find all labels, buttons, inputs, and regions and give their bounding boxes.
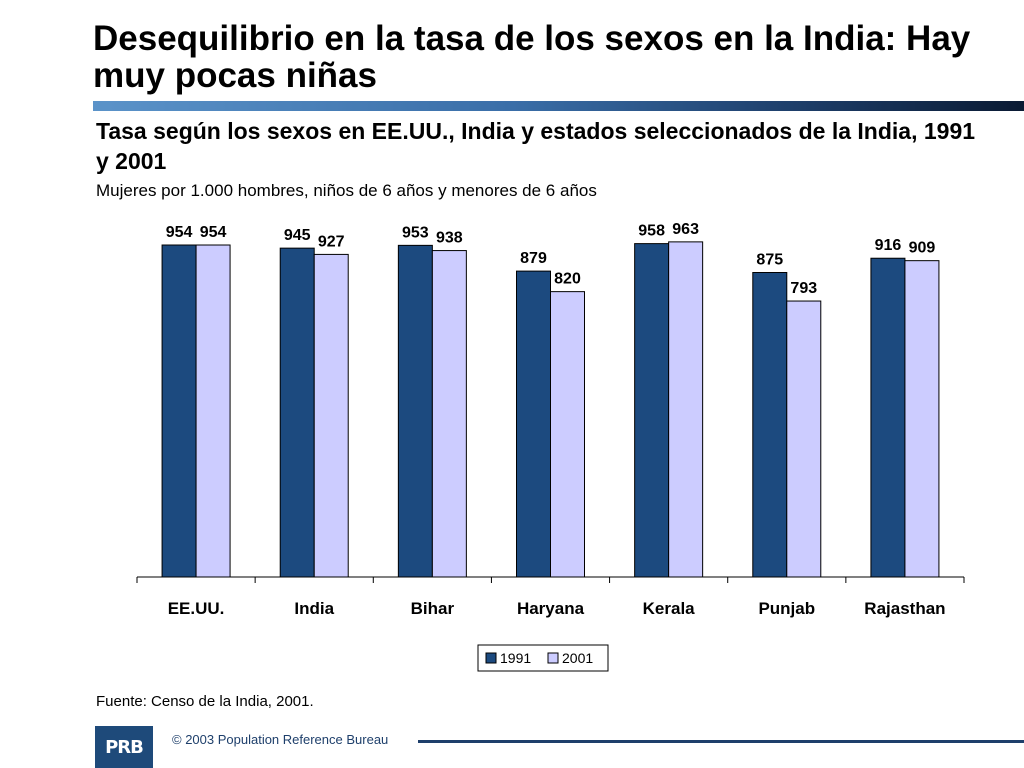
data-label: 954	[166, 224, 193, 241]
legend-label: 1991	[500, 650, 531, 666]
footer-divider	[418, 740, 1024, 743]
bar-1991	[279, 247, 315, 578]
data-label: 963	[672, 221, 699, 238]
data-label: 953	[402, 224, 429, 241]
bar-chart: 954 954 EE.UU. 945 927 India 953 938 Bihar 879 820…	[136, 221, 965, 672]
data-label: 916	[875, 237, 902, 254]
legend-swatch	[485, 652, 497, 664]
data-label: 945	[284, 227, 311, 244]
bar-2001	[668, 241, 704, 578]
legend-swatch	[547, 652, 559, 664]
bar-2001	[550, 291, 585, 578]
title-divider	[93, 101, 1024, 111]
copyright-text: © 2003 Population Reference Bureau	[172, 732, 389, 747]
x-tick-label: Punjab	[758, 599, 815, 618]
bar-2001	[313, 253, 349, 578]
x-tick-label: India	[294, 599, 334, 618]
legend-box	[477, 644, 609, 672]
bar-2001	[904, 260, 940, 578]
data-label: 875	[756, 252, 783, 269]
data-label: 938	[436, 230, 463, 247]
bar-2001	[195, 244, 231, 578]
x-tick-label: Rajasthan	[864, 599, 945, 618]
bar-1991	[161, 244, 197, 578]
data-label: 879	[520, 250, 547, 267]
data-label: 909	[909, 240, 936, 257]
data-label: 958	[638, 223, 665, 240]
bar-1991	[516, 270, 551, 578]
x-tick-label: EE.UU.	[168, 599, 225, 618]
source-note: Fuente: Censo de la India, 2001.	[96, 693, 314, 710]
x-tick-label: Bihar	[411, 599, 455, 618]
data-label: 793	[790, 280, 817, 297]
slide-title: Desequilibrio en la tasa de los sexos en…	[93, 19, 971, 95]
data-label: 820	[554, 271, 581, 288]
x-tick-label: Haryana	[517, 599, 585, 618]
data-label: 954	[200, 224, 227, 241]
legend-label: 2001	[562, 650, 593, 666]
prb-logo: PRB	[95, 726, 153, 768]
data-label: 927	[318, 233, 345, 250]
bar-2001	[786, 300, 822, 578]
bar-1991	[634, 243, 670, 578]
bar-1991	[870, 257, 906, 578]
bar-1991	[752, 272, 788, 578]
x-tick-label: Kerala	[643, 599, 696, 618]
chart-units: Mujeres por 1.000 hombres, niños de 6 añ…	[96, 181, 597, 200]
bar-2001	[431, 250, 467, 578]
bar-1991	[397, 244, 433, 578]
chart-subtitle: Tasa según los sexos en EE.UU., India y …	[96, 118, 976, 174]
